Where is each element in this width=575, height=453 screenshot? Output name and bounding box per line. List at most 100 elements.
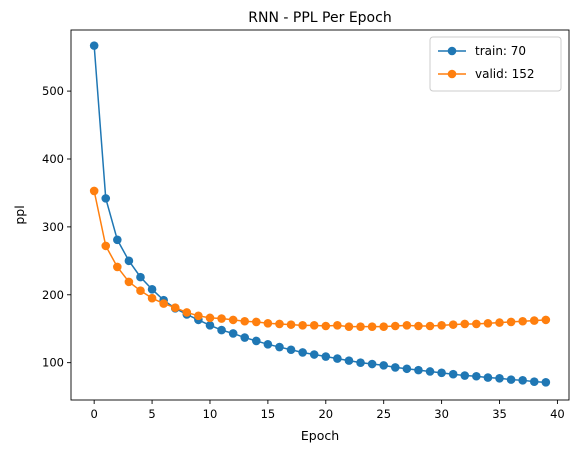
legend: train: 70 valid: 152 bbox=[429, 36, 562, 92]
series-1 bbox=[89, 186, 551, 331]
x-tick-label: 0 bbox=[90, 407, 97, 421]
data-point bbox=[483, 373, 493, 382]
data-point bbox=[194, 311, 203, 321]
data-point bbox=[170, 303, 180, 312]
data-point bbox=[506, 375, 516, 384]
y-axis: 100 200 300 400 500 bbox=[42, 84, 71, 370]
data-point bbox=[240, 333, 250, 342]
data-point bbox=[309, 321, 319, 330]
data-point bbox=[205, 321, 215, 330]
data-point bbox=[113, 262, 122, 272]
series-0 bbox=[89, 41, 551, 387]
legend-label: train: 70 bbox=[475, 44, 526, 58]
data-point bbox=[460, 319, 470, 329]
x-tick-label: 40 bbox=[550, 407, 565, 421]
y-tick-label: 200 bbox=[42, 288, 64, 302]
data-point bbox=[113, 235, 122, 245]
data-point bbox=[101, 241, 111, 251]
legend-marker bbox=[447, 69, 457, 79]
data-point bbox=[147, 293, 157, 303]
chart-title: RNN - PPL Per Epoch bbox=[248, 10, 391, 26]
x-tick-label: 20 bbox=[318, 407, 333, 421]
data-point bbox=[147, 285, 157, 294]
y-tick-label: 500 bbox=[42, 84, 64, 98]
data-point bbox=[379, 322, 388, 331]
data-point bbox=[159, 299, 168, 308]
data-point bbox=[390, 321, 400, 331]
data-point bbox=[321, 352, 331, 361]
data-point bbox=[263, 318, 273, 328]
data-point bbox=[437, 368, 446, 378]
data-point bbox=[529, 377, 539, 386]
series-layer bbox=[89, 41, 551, 387]
x-tick-label: 15 bbox=[261, 407, 276, 421]
x-tick-label: 5 bbox=[148, 407, 155, 421]
data-point bbox=[460, 371, 470, 380]
series-line bbox=[93, 190, 546, 328]
data-point bbox=[437, 321, 446, 330]
data-point bbox=[390, 363, 400, 372]
x-axis: 0 5 10 15 20 25 30 35 40 bbox=[90, 400, 565, 421]
data-point bbox=[136, 272, 145, 282]
data-point bbox=[448, 369, 458, 379]
data-point bbox=[228, 329, 238, 338]
data-point bbox=[425, 321, 435, 331]
data-point bbox=[518, 316, 527, 326]
data-point bbox=[333, 354, 342, 363]
data-point bbox=[205, 313, 215, 323]
data-point bbox=[252, 317, 261, 327]
data-point bbox=[425, 367, 435, 376]
data-point bbox=[309, 350, 319, 359]
data-point bbox=[344, 356, 354, 365]
data-point bbox=[483, 318, 493, 328]
data-point bbox=[402, 364, 412, 374]
series-line bbox=[93, 45, 546, 384]
data-point bbox=[472, 319, 481, 329]
data-point bbox=[518, 376, 527, 385]
data-point bbox=[356, 322, 365, 331]
legend-label: valid: 152 bbox=[475, 67, 535, 81]
y-tick-label: 100 bbox=[42, 356, 64, 370]
data-point bbox=[217, 325, 226, 335]
data-point bbox=[367, 322, 377, 331]
data-point bbox=[136, 286, 145, 295]
data-point bbox=[344, 322, 354, 331]
data-point bbox=[228, 315, 238, 325]
legend-marker bbox=[447, 46, 457, 56]
x-tick-label: 10 bbox=[203, 407, 218, 421]
y-tick-label: 300 bbox=[42, 220, 64, 234]
data-point bbox=[367, 359, 377, 369]
data-point bbox=[263, 340, 273, 349]
data-point bbox=[356, 358, 365, 367]
data-point bbox=[541, 378, 551, 387]
data-point bbox=[124, 277, 134, 287]
data-point bbox=[101, 194, 111, 203]
data-point bbox=[506, 317, 516, 327]
x-axis-label: Epoch bbox=[301, 428, 339, 443]
data-point bbox=[286, 320, 296, 329]
x-tick-label: 25 bbox=[376, 407, 391, 421]
data-point bbox=[495, 373, 504, 383]
x-tick-label: 30 bbox=[434, 407, 449, 421]
data-point bbox=[448, 320, 458, 329]
data-point bbox=[89, 186, 99, 196]
data-point bbox=[414, 321, 423, 331]
x-tick-label: 35 bbox=[492, 407, 507, 421]
data-point bbox=[286, 345, 296, 355]
data-point bbox=[414, 365, 423, 375]
data-point bbox=[379, 361, 388, 370]
data-point bbox=[541, 315, 551, 325]
data-point bbox=[182, 308, 192, 317]
data-point bbox=[321, 321, 331, 331]
data-point bbox=[252, 336, 261, 346]
data-point bbox=[240, 316, 250, 326]
data-point bbox=[495, 318, 504, 327]
data-point bbox=[333, 321, 342, 330]
data-point bbox=[298, 348, 307, 357]
data-point bbox=[124, 256, 134, 266]
data-point bbox=[217, 314, 226, 323]
data-point bbox=[402, 321, 412, 330]
data-point bbox=[275, 319, 284, 329]
data-point bbox=[472, 371, 481, 381]
